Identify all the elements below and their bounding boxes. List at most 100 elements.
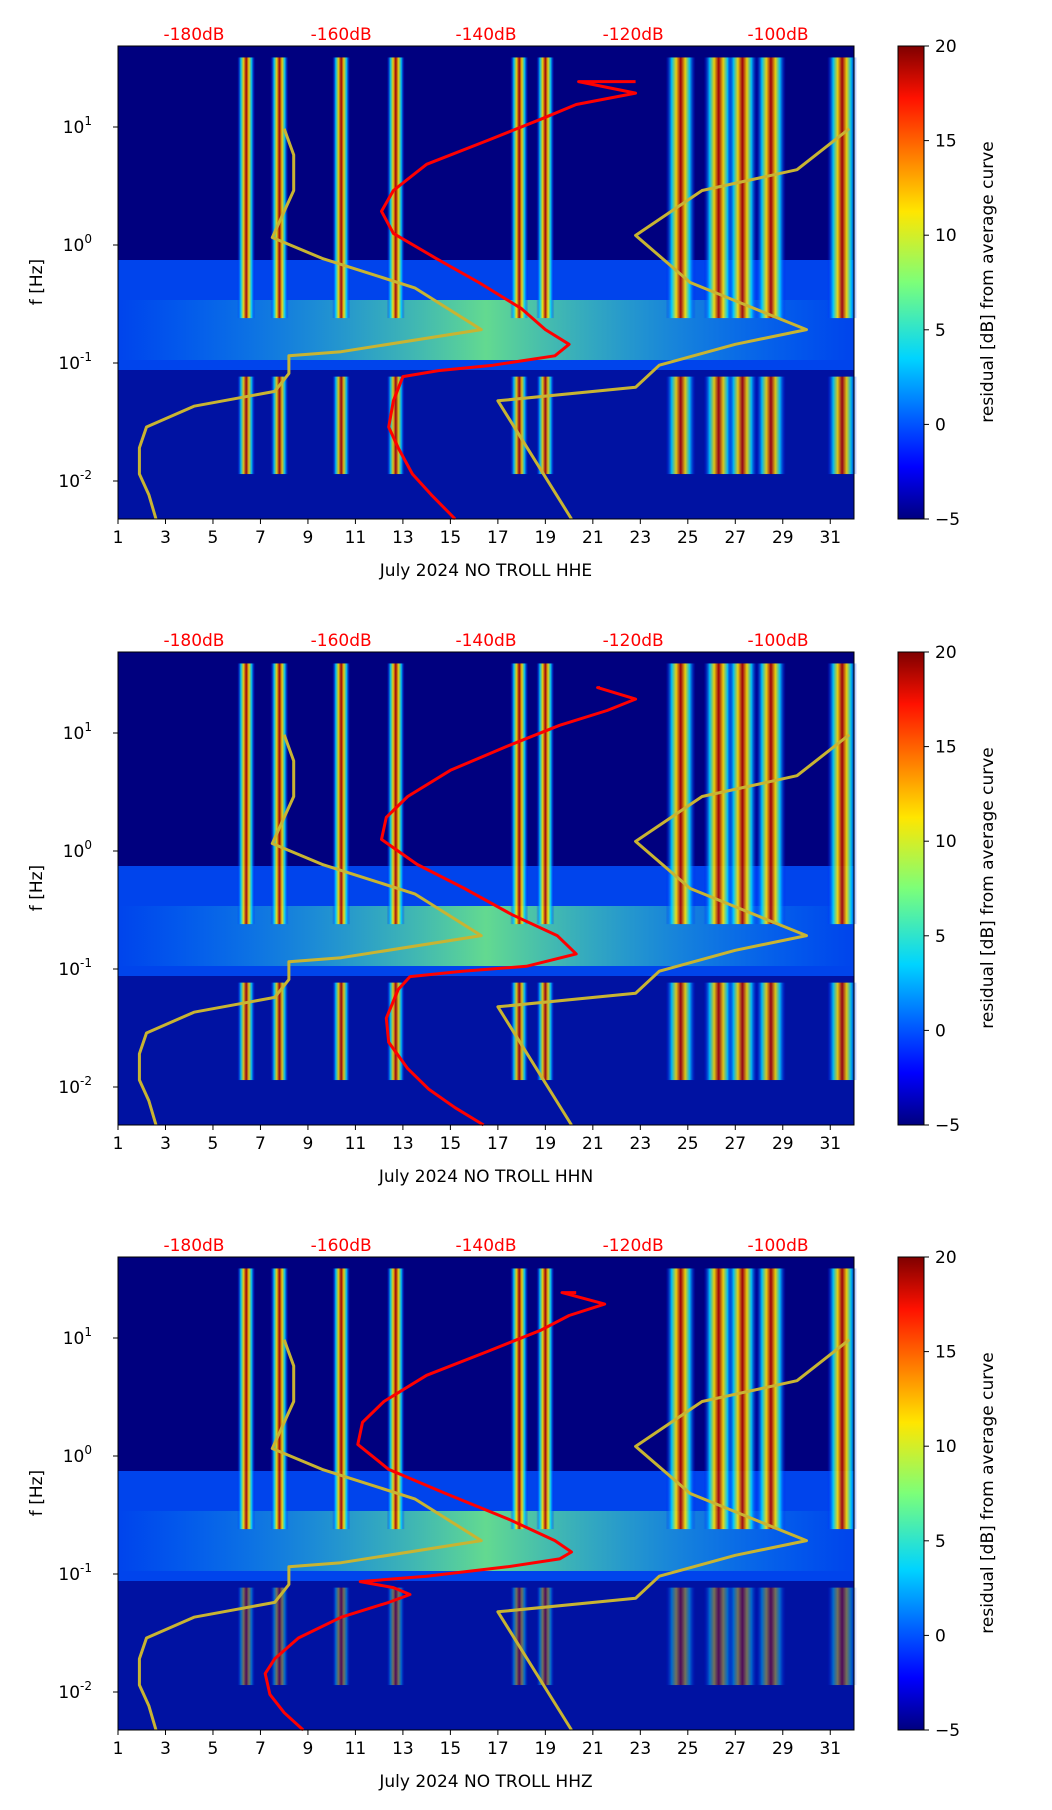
energy-band	[727, 663, 758, 925]
panel-hhe: 10-2 10-1 100 101 f [Hz] 1 3 5 7 9 11 13 15 17 19…	[27, 25, 998, 581]
y-tick-label: 10-1	[58, 1561, 92, 1585]
noise-model-curve	[496, 127, 851, 520]
spectrogram-hhz	[118, 1257, 858, 1730]
colorbar-label: residual [dB] from average curve	[978, 141, 998, 422]
x-tick-label: 17	[487, 528, 509, 548]
db-scale-label: -100dB	[748, 1236, 809, 1256]
x-axis-label: July 2024 NO TROLL HHZ	[378, 1772, 592, 1792]
colorbar-tick-label: 0	[935, 415, 946, 435]
colorbar-tick-label: 10	[935, 1437, 957, 1457]
y-tick-label: 10-2	[58, 1074, 92, 1098]
energy-band-low	[332, 982, 351, 1081]
db-scale-label: -180dB	[163, 631, 224, 651]
energy-band-low	[755, 1587, 786, 1686]
colorbar-tick-label: 10	[935, 226, 957, 246]
db-scale-label: -160dB	[311, 25, 372, 45]
x-tick-label: 7	[255, 1134, 266, 1154]
energy-band-low	[827, 982, 858, 1081]
x-tick-label: 21	[582, 528, 604, 548]
energy-band-low	[237, 982, 256, 1081]
db-scale: -180dB -160dB -140dB -120dB -100dB	[163, 1236, 808, 1256]
db-scale-label: -140dB	[455, 25, 516, 45]
energy-band	[510, 663, 529, 925]
energy-band	[536, 1268, 555, 1530]
x-axis: 1 3 5 7 9 11 13 15 17 19 21 23 25 27 29 31	[113, 519, 841, 548]
energy-band	[536, 663, 555, 925]
db-scale-label: -100dB	[748, 25, 809, 45]
energy-band	[270, 1268, 289, 1530]
x-tick-label: 17	[487, 1134, 509, 1154]
x-axis-label: July 2024 NO TROLL HHE	[379, 561, 592, 581]
energy-band	[332, 57, 351, 319]
x-tick-label: 21	[582, 1739, 604, 1759]
db-scale-label: -160dB	[311, 1236, 372, 1256]
x-tick-label: 17	[487, 1739, 509, 1759]
x-tick-label: 25	[677, 528, 699, 548]
energy-band-low	[727, 982, 758, 1081]
energy-band	[237, 57, 256, 319]
y-tick-label: 10-2	[58, 1679, 92, 1703]
x-tick-label: 21	[582, 1134, 604, 1154]
x-tick-label: 15	[440, 1134, 462, 1154]
plot-frame	[117, 651, 855, 1126]
colorbar: −5 0 5 10 15 20 residual [dB] from average cu…	[897, 643, 998, 1136]
y-tick-label: 100	[63, 1443, 92, 1467]
colorbar-tick-label: −5	[935, 1116, 960, 1136]
colorbar-tick-label: 15	[935, 132, 957, 152]
x-tick-label: 1	[113, 528, 124, 548]
y-axis: 10-2 10-1 100 101	[58, 114, 118, 492]
db-scale-label: -100dB	[748, 631, 809, 651]
energy-band	[727, 1268, 758, 1530]
x-tick-label: 13	[392, 528, 414, 548]
energy-band-low	[665, 376, 696, 475]
x-tick-label: 1	[113, 1739, 124, 1759]
x-tick-label: 27	[724, 1739, 746, 1759]
x-tick-label: 31	[819, 1134, 841, 1154]
x-tick-label: 5	[208, 1739, 219, 1759]
db-scale-label: -180dB	[163, 1236, 224, 1256]
colorbar: −5 0 5 10 15 20 residual [dB] from average cu…	[897, 37, 998, 530]
x-tick-label: 23	[630, 1134, 652, 1154]
x-tick-label: 11	[345, 1134, 367, 1154]
energy-band-low	[755, 982, 786, 1081]
noise-model-curve	[137, 734, 483, 1126]
db-scale-label: -120dB	[603, 25, 664, 45]
x-axis: 1 3 5 7 9 11 13 15 17 19 21 23 25 27 29 31	[113, 1125, 841, 1154]
energy-band	[386, 663, 405, 925]
energy-band	[237, 663, 256, 925]
y-axis: 10-2 10-1 100 101	[58, 720, 118, 1098]
energy-band	[827, 57, 858, 319]
colorbar-tick-label: 5	[935, 927, 946, 947]
db-scale-label: -120dB	[603, 1236, 664, 1256]
x-tick-label: 9	[303, 1739, 314, 1759]
energy-band-low	[727, 376, 758, 475]
x-tick-label: 7	[255, 1739, 266, 1759]
median-curve	[380, 686, 638, 1127]
x-tick-label: 19	[535, 1134, 557, 1154]
x-tick-label: 19	[535, 528, 557, 548]
x-tick-label: 9	[303, 1134, 314, 1154]
energy-band	[665, 1268, 696, 1530]
energy-band-low	[510, 376, 529, 475]
y-tick-label: 10-2	[58, 468, 92, 492]
energy-band-low	[536, 1587, 555, 1686]
x-tick-label: 9	[303, 528, 314, 548]
energy-band	[755, 57, 786, 319]
energy-band-low	[270, 376, 289, 475]
db-scale: -180dB -160dB -140dB -120dB -100dB	[163, 25, 808, 45]
energy-band	[665, 663, 696, 925]
x-tick-label: 25	[677, 1134, 699, 1154]
noise-model-curve	[496, 733, 851, 1126]
y-tick-label: 100	[63, 838, 92, 862]
energy-band	[270, 57, 289, 319]
energy-band	[665, 57, 696, 319]
plot-frame	[117, 45, 855, 520]
colorbar-tick-label: 0	[935, 1021, 946, 1041]
energy-band	[386, 1268, 405, 1530]
x-tick-label: 23	[630, 1739, 652, 1759]
energy-band-low	[665, 982, 696, 1081]
x-tick-label: 1	[113, 1134, 124, 1154]
energy-band-low	[237, 376, 256, 475]
energy-band-low	[332, 376, 351, 475]
